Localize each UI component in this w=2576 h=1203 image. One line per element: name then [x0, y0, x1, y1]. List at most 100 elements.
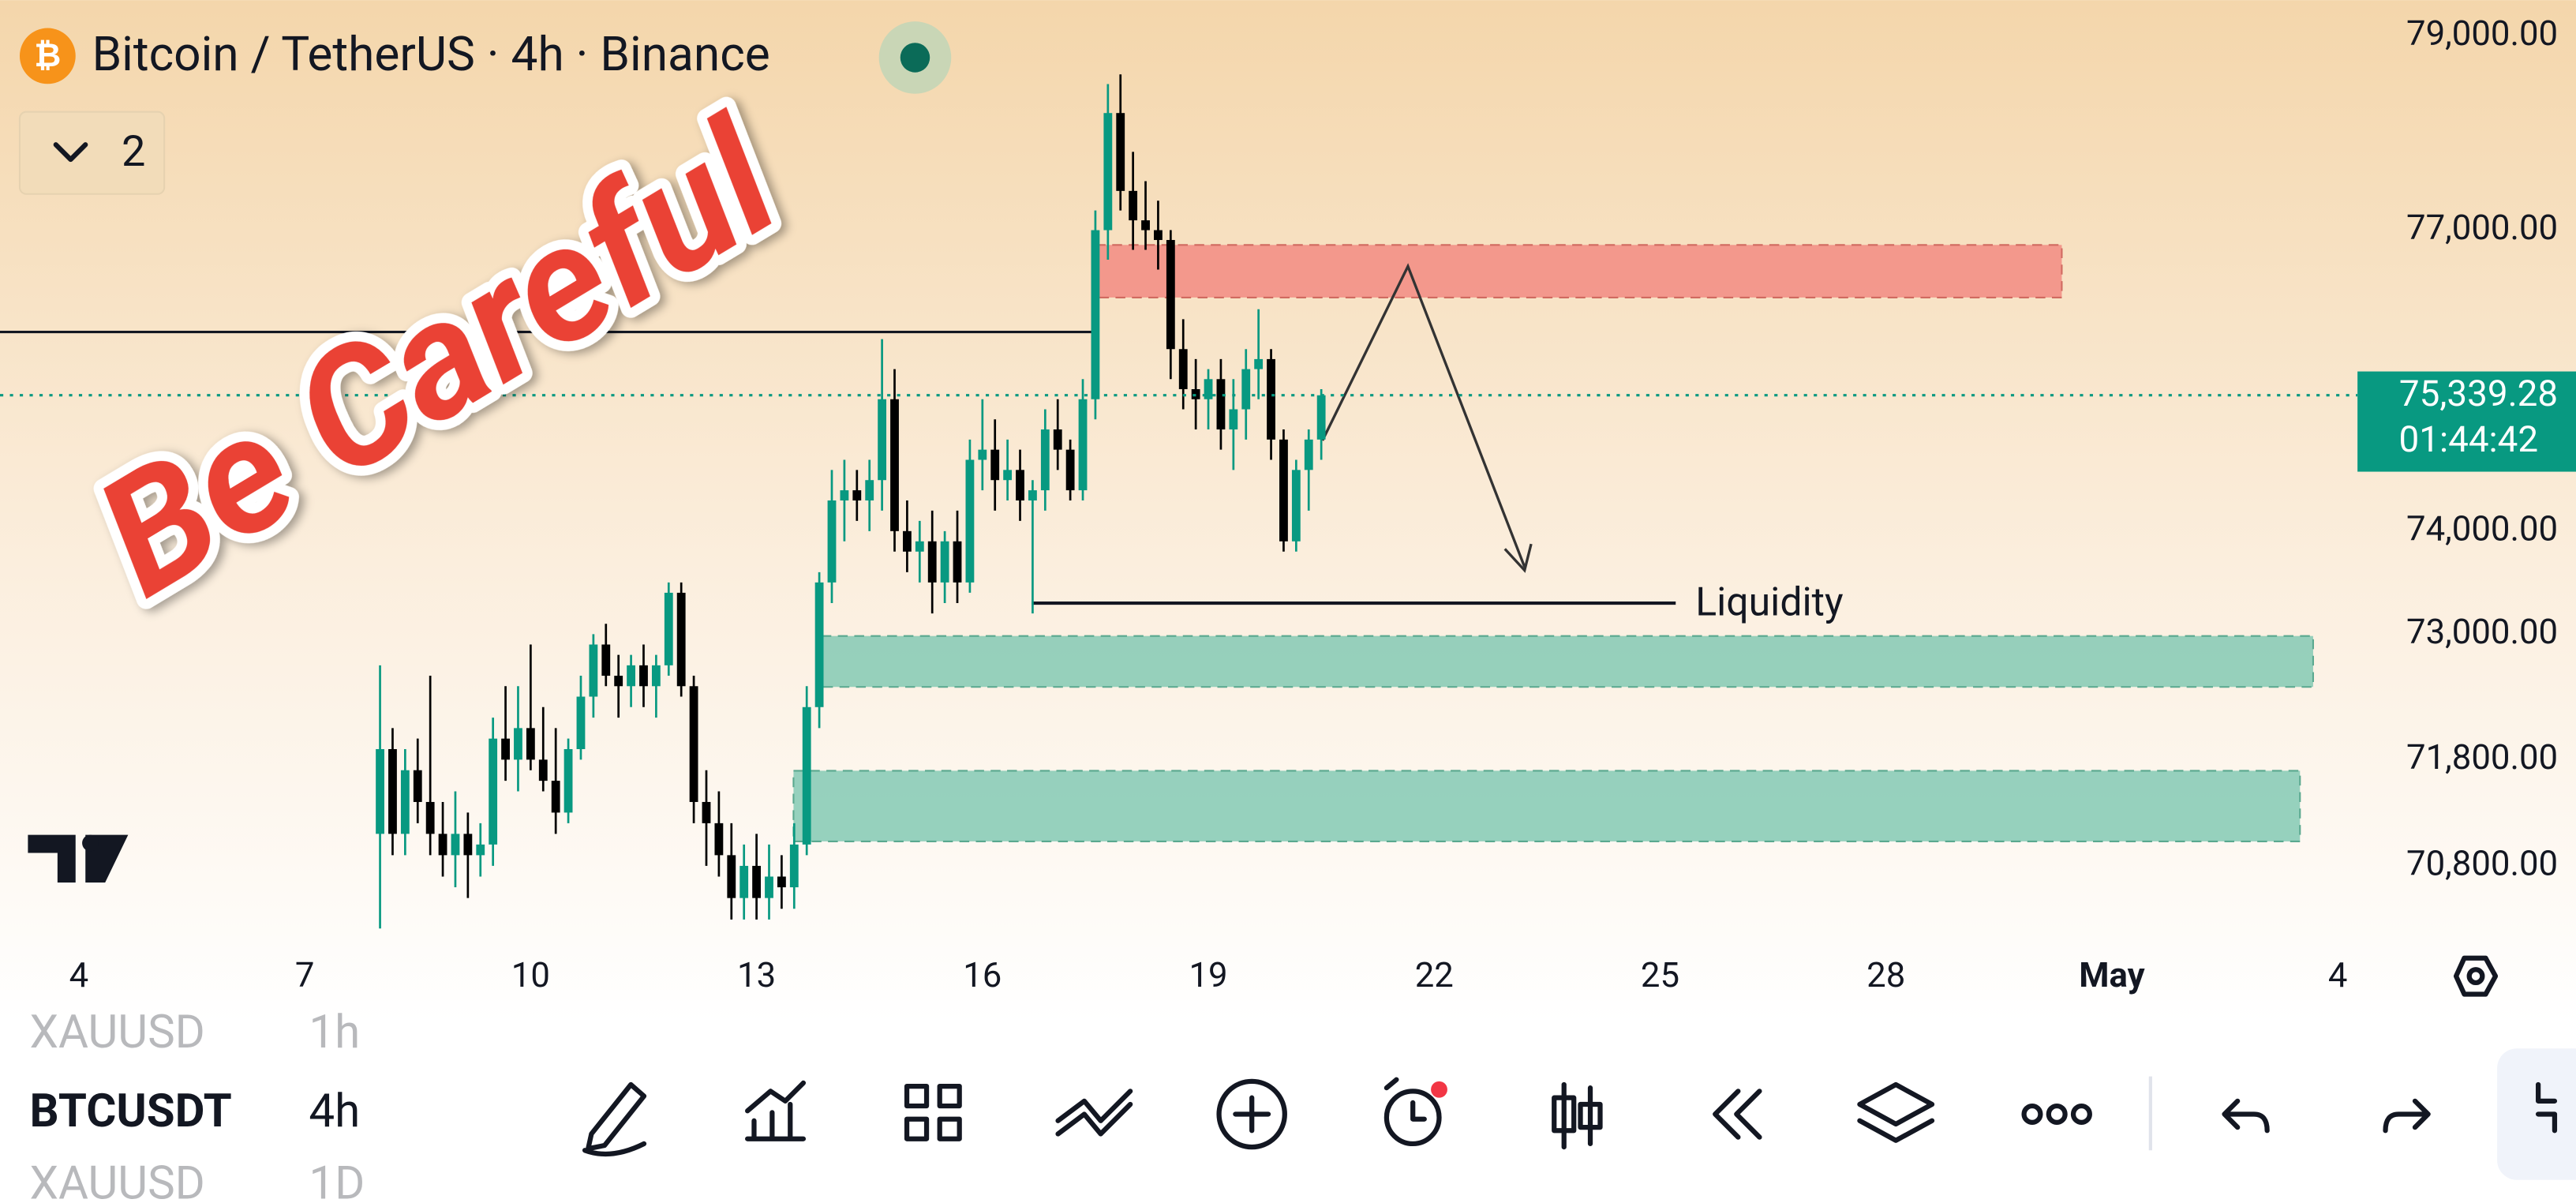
- last-price: 75,339.28: [2399, 373, 2558, 415]
- layers-tool[interactable]: [1857, 1081, 1935, 1143]
- candle-body: [802, 706, 811, 845]
- compare-tool[interactable]: [1055, 1089, 1133, 1137]
- candle-body: [1003, 470, 1013, 481]
- candle-body: [451, 834, 460, 856]
- y-tick-label: 73,000.00: [2406, 611, 2558, 652]
- chevron: [53, 142, 88, 163]
- candle-body: [489, 738, 498, 845]
- candle-body: [1116, 113, 1125, 191]
- candle-body: [727, 855, 736, 898]
- candle-body: [1178, 349, 1188, 390]
- alert-badge: [1431, 1081, 1447, 1098]
- x-tick-label: 13: [737, 954, 776, 995]
- candle-body: [564, 749, 573, 813]
- y-tick-label: 79,000.00: [2406, 13, 2558, 54]
- last-price-badge: [2357, 371, 2576, 472]
- candle-body: [789, 844, 799, 888]
- undo-tool[interactable]: [2222, 1098, 2270, 1134]
- candle-body: [514, 728, 522, 760]
- candle-body: [1229, 409, 1238, 430]
- candle-body: [689, 686, 698, 802]
- candle-body: [1166, 240, 1175, 350]
- watchlist-interval: 4h: [309, 1085, 360, 1138]
- x-tick-label: 4: [2328, 954, 2348, 995]
- candle-body: [777, 876, 786, 888]
- replay-tool[interactable]: [1713, 1089, 1762, 1140]
- tv-logo: [28, 834, 129, 883]
- x-tick-label: May: [2079, 954, 2144, 995]
- add-tool[interactable]: [1216, 1078, 1287, 1150]
- candle-body: [1316, 395, 1326, 440]
- candle-body: [927, 541, 937, 583]
- y-tick-label: 77,000.00: [2406, 207, 2558, 248]
- candle-body: [1291, 470, 1301, 542]
- candle-body: [840, 490, 849, 501]
- candle-body: [1267, 358, 1275, 440]
- candle-body: [651, 665, 661, 687]
- candle-body: [1053, 429, 1062, 450]
- candle-body: [953, 541, 962, 583]
- add-plus: [1233, 1095, 1271, 1134]
- projection-arrow: [1321, 263, 1526, 568]
- indicators-tool[interactable]: [745, 1080, 807, 1141]
- watchlist-interval: 1h: [309, 1006, 360, 1059]
- x-tick-label: 7: [295, 954, 315, 995]
- tv-logo-dot: [82, 834, 99, 852]
- redo-tool[interactable]: [2383, 1098, 2431, 1134]
- more-dot: [2070, 1103, 2092, 1126]
- toolbar: [582, 1048, 2576, 1180]
- candle-body: [601, 644, 611, 676]
- candle-body: [1241, 369, 1251, 410]
- indicator-toggle[interactable]: [18, 111, 166, 195]
- watchlist-symbol: XAUUSD: [29, 1156, 204, 1203]
- candle-body: [990, 449, 1000, 481]
- settings-icon[interactable]: [2453, 955, 2499, 997]
- candle-body: [878, 399, 887, 481]
- more-tool[interactable]: [2021, 1103, 2043, 1126]
- candle-body: [865, 480, 874, 501]
- zone-label: Liquidity: [1695, 579, 1844, 625]
- fullscreen-icon: [2536, 1081, 2558, 1134]
- watchlist-symbol: XAUUSD: [29, 1006, 204, 1059]
- candle-body: [1279, 439, 1288, 542]
- candle-body: [376, 749, 384, 834]
- candle-body: [1040, 429, 1050, 491]
- candle-body: [814, 582, 824, 707]
- watchlist-symbol: BTCUSDT: [29, 1085, 231, 1138]
- candle-body: [639, 665, 648, 687]
- candle-body: [463, 834, 473, 856]
- candle-body: [702, 801, 711, 823]
- templates-tool[interactable]: [904, 1083, 962, 1141]
- candle-body: [940, 541, 949, 583]
- plot-area: [0, 74, 2358, 929]
- candle-body: [1103, 113, 1113, 230]
- candle-body: [1129, 190, 1138, 221]
- candle-body: [501, 738, 510, 760]
- candle-body: [714, 823, 724, 856]
- candle-body: [965, 459, 975, 583]
- candle-body: [1028, 490, 1037, 501]
- candle-body: [752, 865, 762, 898]
- market-status-dot: [900, 43, 930, 73]
- draw-tool[interactable]: [582, 1081, 647, 1157]
- x-tick-label: 10: [511, 954, 550, 995]
- candle-body: [739, 865, 749, 898]
- alert-hands: [1383, 1077, 1427, 1122]
- candle-body: [1091, 230, 1100, 399]
- symbol-title: Bitcoin / TetherUS · 4h · Binance: [92, 26, 770, 82]
- x-tick-label: 16: [963, 954, 1002, 995]
- candle-body: [902, 530, 912, 552]
- bar-countdown: 01:44:42: [2399, 419, 2539, 461]
- watchlist-interval: 1D: [309, 1156, 365, 1203]
- candle-body: [1016, 470, 1024, 501]
- alert-tool[interactable]: [1383, 1089, 1442, 1147]
- candle-body: [1065, 449, 1075, 491]
- candle-body: [664, 592, 673, 665]
- chart-type-tool[interactable]: [1552, 1081, 1603, 1150]
- toolbar-background: [0, 1021, 2576, 1203]
- candle-body: [526, 728, 535, 760]
- y-tick-label: 70,800.00: [2406, 842, 2558, 883]
- arrow-head: [1503, 543, 1533, 573]
- candle-body: [551, 781, 560, 813]
- candle-body: [1154, 230, 1163, 241]
